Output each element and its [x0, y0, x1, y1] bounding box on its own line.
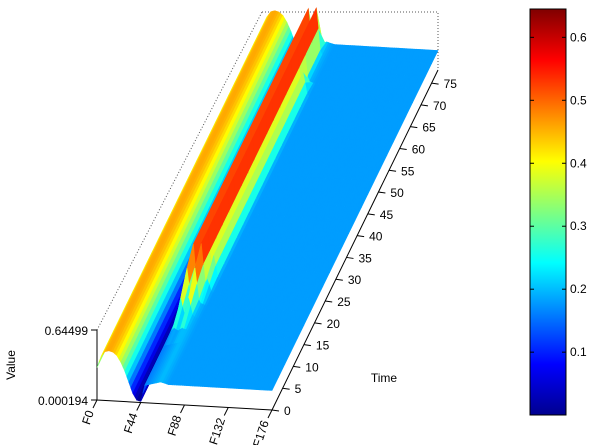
y-tick-mark [282, 387, 290, 390]
y-tick-label: 25 [337, 295, 351, 309]
y-tick-label: 20 [327, 317, 341, 331]
y-tick-label: 45 [380, 208, 394, 222]
y-tick-mark [420, 104, 429, 107]
colorbar-gradient [529, 8, 567, 416]
x-tick-mark [223, 407, 229, 416]
y-tick-label: 10 [305, 360, 319, 374]
y-tick-mark [431, 82, 439, 85]
y-tick-label: 30 [348, 273, 362, 287]
surface-patch [269, 376, 279, 391]
y-tick-label: 55 [401, 164, 415, 178]
y-tick-label: 60 [412, 142, 426, 156]
colorbar-tick-label: 0.4 [570, 156, 587, 170]
colorbar-tick-label: 0.6 [570, 30, 587, 44]
y-tick-label: 5 [295, 382, 302, 396]
y-tick-label: 35 [358, 251, 372, 265]
colorbar-tick-label: 0.1 [570, 345, 587, 359]
z-axis-label: Value [4, 350, 18, 380]
x-tick-label: F88 [165, 413, 185, 437]
y-tick-mark [346, 256, 354, 259]
y-tick-label: 65 [422, 121, 436, 135]
surface [96, 7, 439, 402]
y-tick-label: 40 [369, 230, 383, 244]
y-tick-label: 0 [284, 404, 291, 418]
x-tick-mark [136, 402, 142, 411]
y-tick-mark [367, 213, 375, 216]
z-tick-label: 0.64499 [45, 324, 89, 338]
y-tick-mark [378, 191, 386, 194]
colorbar-tick-label: 0.3 [570, 219, 587, 233]
colorbar-ticks: 0.1 0.2 0.3 0.4 0.5 0.6 [530, 30, 587, 359]
y-tick-mark [335, 278, 343, 281]
y-tick-mark [293, 365, 301, 368]
y-tick-label: 15 [316, 339, 330, 353]
z-tick-label: 0.000194 [38, 394, 88, 408]
colorbar: 0.1 0.2 0.3 0.4 0.5 0.6 [529, 8, 587, 416]
y-tick-mark [271, 409, 280, 412]
x-tick-label: F132 [206, 416, 228, 445]
x-tick-mark [180, 404, 185, 414]
x-axis: F0 F44 F88 F132 F176 [79, 399, 273, 445]
x-tick-mark [92, 399, 98, 409]
y-tick-mark [325, 300, 333, 303]
y-tick-mark [388, 169, 397, 172]
x-tick-mark [267, 409, 273, 419]
y-tick-mark [314, 322, 322, 325]
y-tick-label: 50 [390, 186, 404, 200]
y-tick-label: 75 [444, 77, 458, 91]
y-tick-mark [357, 235, 365, 238]
y-axis-label: Time [371, 371, 398, 385]
y-tick-mark [399, 147, 407, 150]
colorbar-tick-label: 0.5 [570, 93, 587, 107]
y-tick-mark [303, 344, 311, 347]
colorbar-tick-label: 0.2 [570, 282, 587, 296]
x-tick-label: F44 [121, 411, 141, 435]
y-tick-label: 70 [433, 99, 447, 113]
x-tick-label: F176 [250, 418, 272, 445]
x-tick-label: F0 [79, 408, 97, 426]
z-axis: 0.64499 0.000194 Value [4, 324, 97, 408]
y-tick-mark [410, 126, 418, 129]
